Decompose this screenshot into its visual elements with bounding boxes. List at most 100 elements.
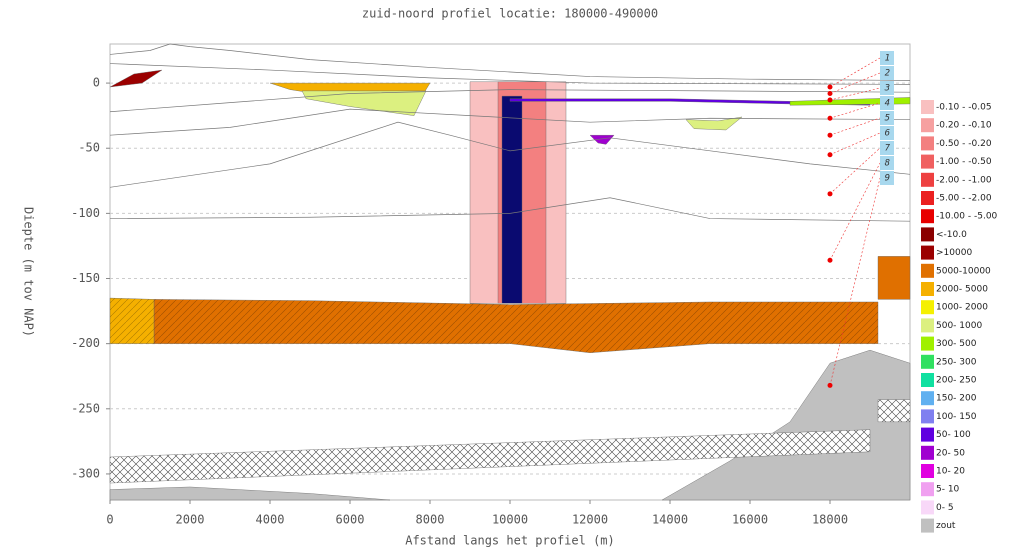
well-label: 4 [885,99,890,109]
layer-body [509,98,871,106]
legend-label: 20- 50 [936,448,965,458]
legend-swatch [921,373,934,387]
legend-swatch [921,263,934,278]
layer-body [589,134,615,145]
legend-swatch [921,209,934,224]
legend-swatch [921,172,934,187]
legend-swatch [921,464,934,478]
legend-label: -0.10 - -0.05 [936,103,992,113]
y-axis-title: Diepte (m tov NAP) [22,207,36,337]
y-tick-label: -200 [71,336,100,350]
legend-label: -5.00 - -2.00 [936,194,992,204]
well-point [827,84,833,90]
legend-label: zout [936,521,956,531]
legend-label: 150- 200 [936,394,977,404]
layer-body [109,486,391,501]
y-tick-label: -300 [71,466,100,480]
legend-swatch [921,482,934,497]
label-box [880,111,894,125]
x-axis-title: Afstand langs het profiel (m) [405,534,615,548]
y-tick-label: -50 [78,141,100,155]
boundary-line [109,43,911,81]
well-label: 6 [885,129,890,139]
legend-label: 1000- 2000 [936,303,988,313]
leader-line [829,117,881,136]
label-box [880,141,894,155]
leader-line [829,177,881,386]
leader-line [829,147,881,195]
legend-label: 500- 1000 [936,321,982,331]
label-box [880,171,894,185]
legend: -0.10 - -0.05 -0.20 - -0.10 -0.50 - -0.20 -… [921,100,998,533]
legend-label: 50- 100 [936,430,971,440]
leader-line [829,102,881,119]
legend-label: 5- 10 [936,485,960,495]
x-tick-label: 14000 [652,513,688,527]
chart-title: zuid-noord profiel locatie: 180000-49000… [362,7,658,21]
well-point [827,91,833,97]
well-point [827,115,833,121]
well-point [827,382,833,388]
legend-label: 300- 500 [936,339,977,349]
layer-hatch [110,298,154,344]
boundary-line [109,89,911,113]
legend-label: 0- 5 [936,503,954,513]
layer-body [109,69,163,88]
x-tick-label: 6000 [336,513,365,527]
leader-line [829,132,881,156]
x-tick-label: 12000 [572,513,608,527]
legend-label: 200- 250 [936,376,977,386]
legend-swatch [921,245,934,260]
y-tick-label: 0 [93,76,100,90]
well-label: 2 [885,69,890,79]
legend-label: -0.20 - -0.10 [936,121,992,131]
boundary-line [109,63,911,85]
legend-swatch [921,136,934,151]
legend-label: -0.50 - -0.20 [936,139,992,149]
y-tick-label: -150 [71,271,100,285]
layer-body [685,116,743,131]
well-point [827,97,833,103]
legend-label: >10000 [936,248,972,258]
plot-area [106,43,911,504]
boundary-line [109,108,911,136]
legend-label: 250- 300 [936,357,977,367]
layer-hatch [110,429,870,484]
label-box [880,156,894,170]
legend-swatch [921,191,934,205]
legend-swatch [921,282,934,296]
legend-swatch [921,518,934,533]
legend-swatch [921,427,934,442]
well-label: 8 [885,159,890,169]
leader-line [829,72,881,94]
legend-swatch [921,336,934,351]
well-label: 5 [885,114,890,124]
label-box [880,96,894,110]
label-box [880,66,894,80]
leader-line [829,87,881,101]
y-tick-label: -100 [71,206,100,220]
x-tick-label: 16000 [732,513,768,527]
x-tick-label: 18000 [812,513,848,527]
x-tick-label: 0 [106,513,113,527]
legend-swatch [921,318,934,333]
legend-label: 2000- 5000 [936,285,988,295]
well-point [827,191,833,197]
legend-swatch [921,227,934,242]
legend-swatch [921,118,934,133]
legend-swatch [921,154,934,169]
legend-label: -2.00 - -1.00 [936,175,992,185]
x-tick-label: 2000 [176,513,205,527]
layer-body [877,256,911,300]
legend-swatch [921,300,934,315]
legend-swatch [921,354,934,369]
legend-label: -1.00 - -0.50 [936,157,992,167]
boundary-line [109,121,911,188]
well-point [827,152,833,158]
x-tick-label: 4000 [256,513,285,527]
x-tick-label: 10000 [492,513,528,527]
label-box [880,51,894,65]
well-point [827,257,833,263]
layer-hatch [878,399,910,422]
